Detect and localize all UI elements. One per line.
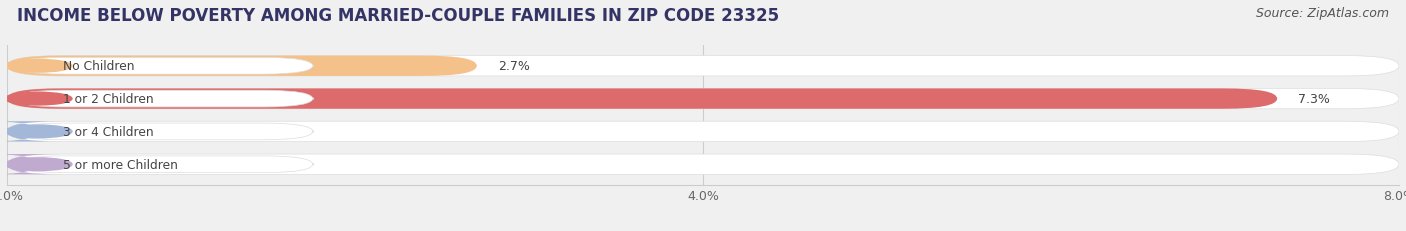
FancyBboxPatch shape (7, 89, 1277, 109)
FancyBboxPatch shape (7, 89, 1399, 109)
Text: 1 or 2 Children: 1 or 2 Children (63, 93, 153, 106)
Text: 5 or more Children: 5 or more Children (63, 158, 177, 171)
Text: No Children: No Children (63, 60, 134, 73)
FancyBboxPatch shape (14, 91, 314, 107)
Text: 0.0%: 0.0% (59, 125, 91, 138)
Circle shape (4, 125, 72, 138)
FancyBboxPatch shape (7, 56, 1399, 77)
Text: 0.0%: 0.0% (59, 158, 91, 171)
Text: 7.3%: 7.3% (1298, 93, 1330, 106)
FancyBboxPatch shape (0, 154, 60, 175)
FancyBboxPatch shape (7, 154, 1399, 175)
Text: Source: ZipAtlas.com: Source: ZipAtlas.com (1256, 7, 1389, 20)
FancyBboxPatch shape (14, 58, 314, 75)
Text: INCOME BELOW POVERTY AMONG MARRIED-COUPLE FAMILIES IN ZIP CODE 23325: INCOME BELOW POVERTY AMONG MARRIED-COUPL… (17, 7, 779, 25)
FancyBboxPatch shape (14, 124, 314, 140)
FancyBboxPatch shape (0, 122, 60, 142)
FancyBboxPatch shape (14, 156, 314, 173)
Circle shape (4, 158, 72, 171)
Circle shape (4, 60, 72, 73)
FancyBboxPatch shape (7, 122, 1399, 142)
FancyBboxPatch shape (7, 56, 477, 77)
Text: 2.7%: 2.7% (498, 60, 530, 73)
Circle shape (4, 93, 72, 106)
Text: 3 or 4 Children: 3 or 4 Children (63, 125, 153, 138)
